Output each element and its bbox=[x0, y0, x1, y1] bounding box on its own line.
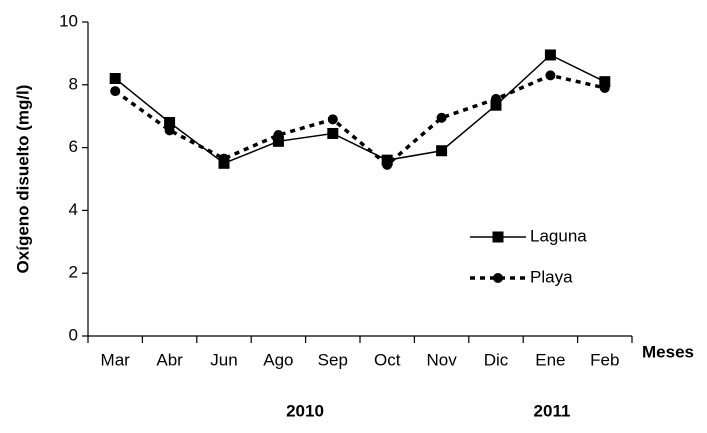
y-tick-label: 4 bbox=[69, 200, 78, 219]
marker bbox=[492, 231, 504, 243]
x-axis-title: Meses bbox=[642, 342, 694, 361]
marker bbox=[327, 114, 338, 125]
x-tick-label: Feb bbox=[590, 350, 619, 369]
marker bbox=[599, 82, 610, 93]
legend-label: Laguna bbox=[530, 226, 587, 245]
x-tick-label: Abr bbox=[156, 350, 183, 369]
x-tick-label: Oct bbox=[374, 350, 401, 369]
x-tick-label: Sep bbox=[318, 350, 348, 369]
marker bbox=[273, 130, 284, 141]
marker bbox=[490, 99, 502, 111]
marker bbox=[327, 127, 339, 139]
y-tick-label: 6 bbox=[69, 137, 78, 156]
marker bbox=[272, 135, 284, 147]
marker bbox=[164, 116, 176, 128]
marker bbox=[164, 125, 175, 136]
marker bbox=[491, 93, 501, 104]
x-tick-label: Mar bbox=[101, 350, 131, 369]
year-label: 2011 bbox=[534, 401, 571, 420]
marker bbox=[545, 70, 556, 81]
marker bbox=[493, 273, 503, 283]
marker bbox=[219, 153, 229, 164]
marker bbox=[599, 76, 611, 88]
series-line bbox=[114, 54, 606, 165]
legend-label: Playa bbox=[530, 267, 573, 286]
x-tick-label: Ago bbox=[263, 350, 293, 369]
series-line bbox=[114, 73, 606, 168]
x-tick-label: Jun bbox=[210, 350, 237, 369]
marker bbox=[109, 73, 121, 85]
year-label: 2010 bbox=[286, 401, 324, 420]
y-tick-label: 10 bbox=[59, 11, 78, 30]
x-tick-label: Ene bbox=[535, 350, 565, 369]
marker bbox=[544, 49, 556, 61]
marker bbox=[436, 145, 448, 157]
marker bbox=[110, 86, 121, 97]
y-axis-title: Oxígeno disuelto (mg/l) bbox=[13, 85, 32, 274]
marker bbox=[436, 112, 447, 123]
y-tick-label: 8 bbox=[69, 74, 78, 93]
y-tick-label: 0 bbox=[69, 325, 78, 344]
marker bbox=[382, 159, 393, 170]
x-tick-label: Nov bbox=[426, 350, 457, 369]
x-tick-label: Dic bbox=[484, 350, 509, 369]
y-tick-label: 2 bbox=[69, 263, 78, 282]
